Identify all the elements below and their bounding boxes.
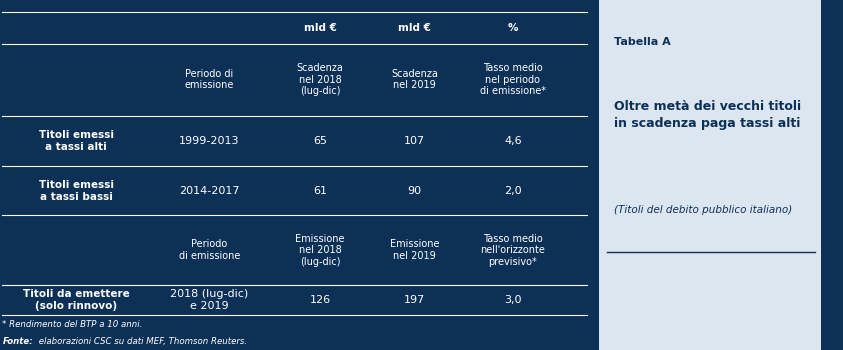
Text: Periodo
di emissione: Periodo di emissione: [179, 239, 240, 261]
Text: %: %: [507, 23, 518, 33]
Text: Tabella A: Tabella A: [614, 37, 670, 47]
Text: 197: 197: [404, 295, 425, 305]
Text: 90: 90: [407, 186, 422, 196]
Text: Scadenza
nel 2018
(lug-dic): Scadenza nel 2018 (lug-dic): [297, 63, 343, 96]
FancyBboxPatch shape: [599, 0, 820, 350]
Text: Emissione
nel 2018
(lug-dic): Emissione nel 2018 (lug-dic): [295, 234, 345, 267]
Text: Titoli emessi
a tassi alti: Titoli emessi a tassi alti: [39, 130, 114, 152]
Text: mld €: mld €: [303, 23, 336, 33]
Text: Titoli da emettere
(solo rinnovo): Titoli da emettere (solo rinnovo): [23, 289, 130, 311]
Text: 2,0: 2,0: [504, 186, 522, 196]
Text: elaborazioni CSC su dati MEF, Thomson Reuters.: elaborazioni CSC su dati MEF, Thomson Re…: [36, 337, 247, 346]
Text: Tasso medio
nel periodo
di emissione*: Tasso medio nel periodo di emissione*: [480, 63, 546, 96]
Text: Tasso medio
nell'orizzonte
previsivo*: Tasso medio nell'orizzonte previsivo*: [481, 234, 545, 267]
Text: Scadenza
nel 2019: Scadenza nel 2019: [391, 69, 438, 90]
Text: 2018 (lug-dic)
e 2019: 2018 (lug-dic) e 2019: [170, 289, 249, 311]
Text: 3,0: 3,0: [504, 295, 522, 305]
Text: 2014-2017: 2014-2017: [179, 186, 239, 196]
Text: 4,6: 4,6: [504, 136, 522, 146]
Text: (Titoli del debito pubblico italiano): (Titoli del debito pubblico italiano): [614, 205, 792, 215]
Text: Emissione
nel 2019: Emissione nel 2019: [389, 239, 439, 261]
Text: mld €: mld €: [398, 23, 431, 33]
Text: 65: 65: [313, 136, 327, 146]
Text: * Rendimento del BTP a 10 anni.: * Rendimento del BTP a 10 anni.: [3, 320, 142, 329]
Text: 126: 126: [309, 295, 330, 305]
Text: Oltre metà dei vecchi titoli
in scadenza paga tassi alti: Oltre metà dei vecchi titoli in scadenza…: [614, 100, 801, 131]
Text: 1999-2013: 1999-2013: [179, 136, 239, 146]
Text: Titoli emessi
a tassi bassi: Titoli emessi a tassi bassi: [39, 180, 114, 202]
Text: 107: 107: [404, 136, 425, 146]
Text: Periodo di
emissione: Periodo di emissione: [185, 69, 234, 90]
Text: Fonte:: Fonte:: [3, 337, 33, 346]
Text: 61: 61: [313, 186, 327, 196]
